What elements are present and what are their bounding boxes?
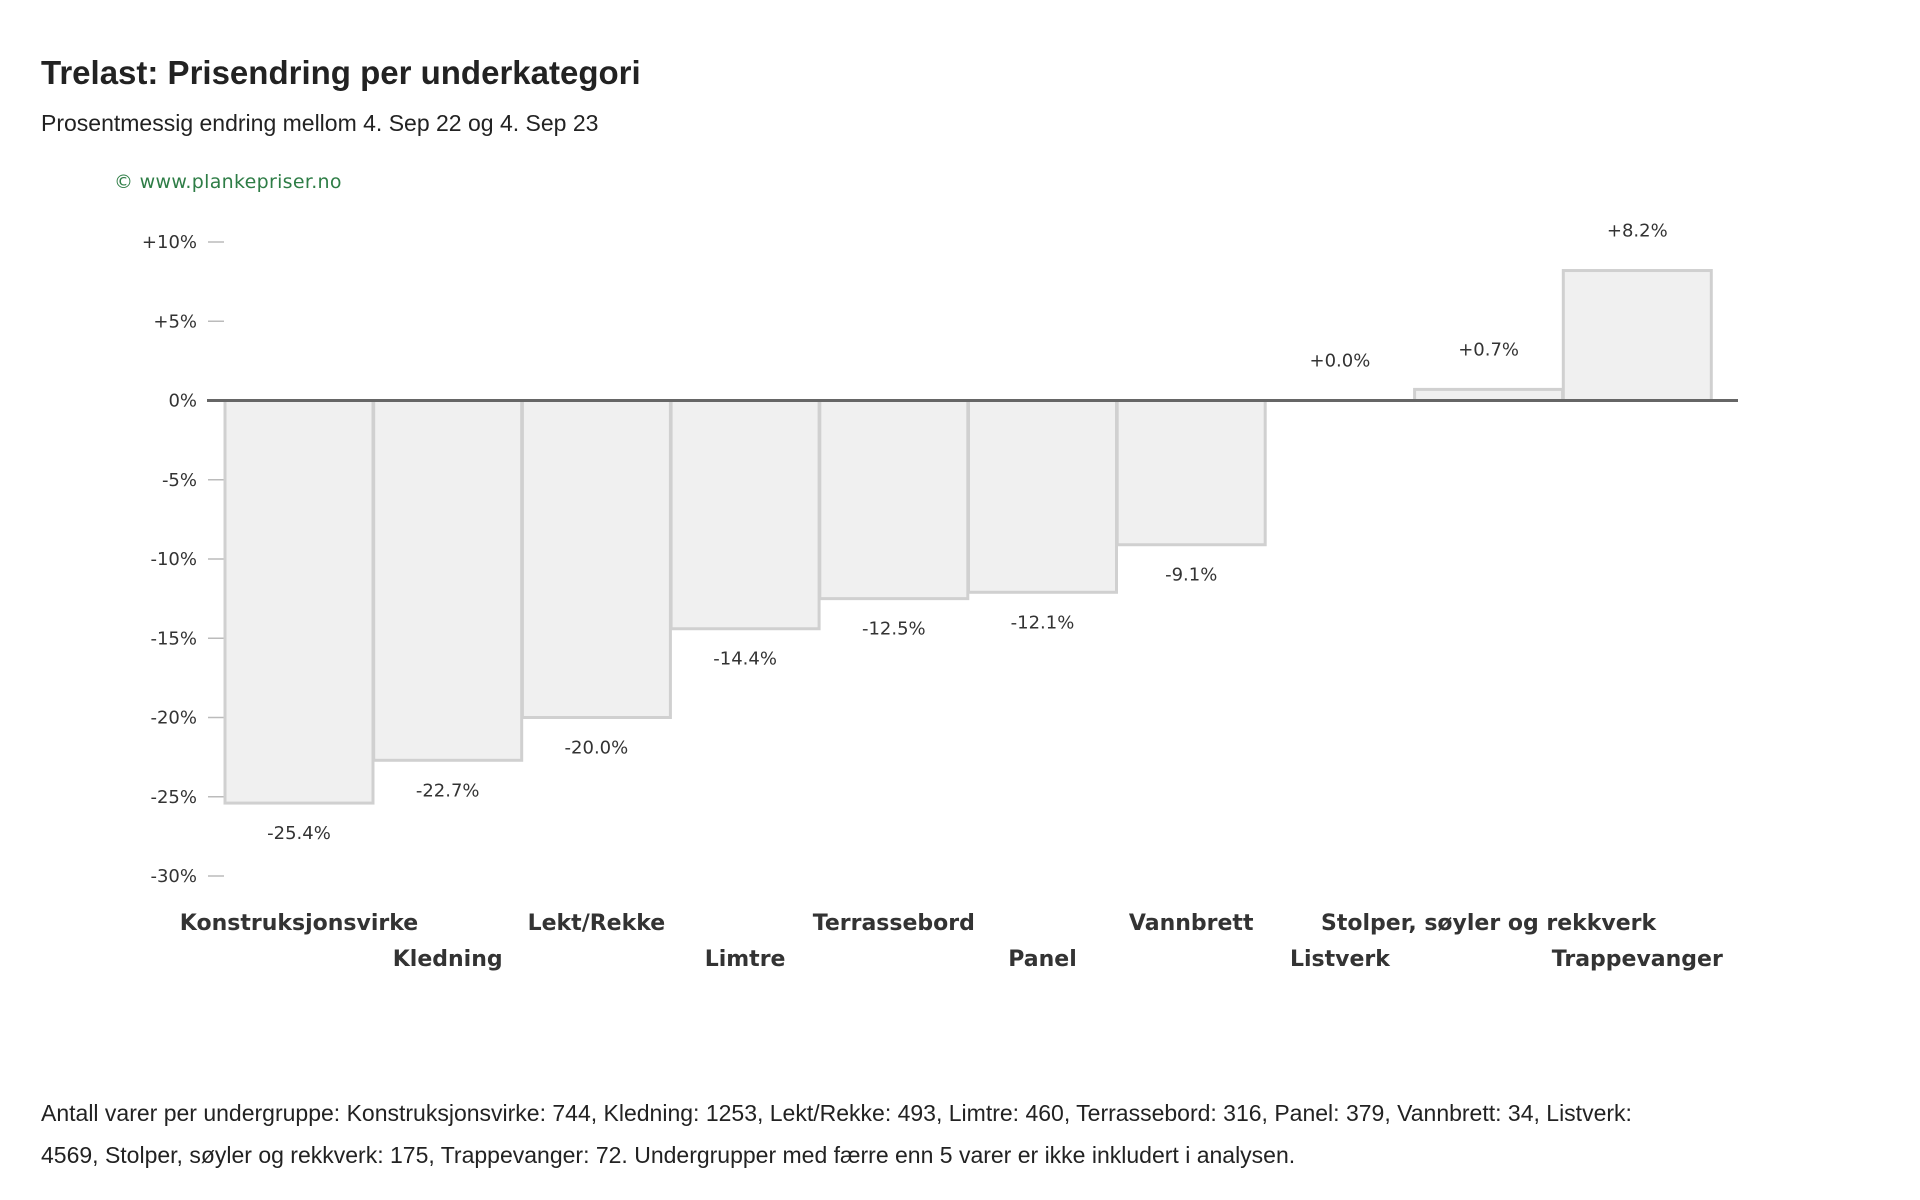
bar-value-label: -25.4%: [267, 823, 331, 844]
x-category-label: Kledning: [393, 947, 503, 972]
bar: [520, 399, 672, 719]
y-tick-label: 0%: [168, 391, 197, 412]
price-change-bar-chart: +10%+5%0%-5%-10%-15%-20%-25%-30% -25.4%-…: [142, 221, 1738, 972]
x-category-label: Konstruksjonsvirke: [180, 911, 418, 936]
bar: [1115, 399, 1267, 547]
y-tick-label: -20%: [150, 708, 197, 729]
bars-group: [207, 269, 1738, 805]
y-axis: +10% +5% 0% -5% -10% -15% -20% -25% -30%: [142, 232, 224, 887]
bar-value-label: -20.0%: [565, 738, 629, 759]
x-category-label: Limtre: [705, 947, 786, 972]
bar: [372, 399, 524, 762]
category-labels-group: Konstruksjonsvirke Kledning Lekt/Rekke Limt…: [180, 911, 1723, 972]
chart-title: Trelast: Prisendring per underkategori: [41, 54, 641, 91]
y-tick-label: +10%: [142, 232, 197, 253]
x-category-label: Listverk: [1290, 947, 1391, 972]
bar-value-label: -12.5%: [862, 619, 926, 640]
y-tick-label: -30%: [150, 866, 197, 887]
y-tick-label: -25%: [150, 787, 197, 808]
bar-value-label: +0.7%: [1458, 339, 1519, 360]
x-category-label: Terrassebord: [813, 911, 975, 936]
bar: [223, 399, 375, 805]
x-category-label: Vannbrett: [1129, 911, 1254, 936]
bar: [967, 399, 1118, 594]
y-tick-label: -10%: [150, 549, 197, 570]
bar-value-label: -22.7%: [416, 780, 480, 801]
bar-value-label: +8.2%: [1607, 221, 1668, 242]
bar: [818, 399, 970, 601]
y-tick-label: -5%: [162, 470, 197, 491]
x-category-label: Stolper, søyler og rekkverk: [1321, 911, 1658, 936]
bar: [669, 399, 821, 631]
x-category-label: Trappevanger: [1552, 947, 1723, 972]
bar-value-label: -9.1%: [1165, 565, 1217, 586]
y-tick-label: +5%: [153, 311, 197, 332]
footnote-item-counts: Antall varer per undergruppe: Konstruksj…: [41, 1100, 1632, 1168]
bar: [1413, 387, 1565, 402]
value-labels-group: -25.4% -22.7% -20.0% -14.4% -12.5% -12.1% -9.1…: [267, 221, 1668, 845]
watermark-text: © www.plankepriser.no: [114, 171, 342, 193]
bar-value-label: -14.4%: [713, 649, 777, 670]
y-tick-label: -15%: [150, 628, 197, 649]
bar-value-label: +0.0%: [1309, 351, 1370, 372]
x-category-label: Lekt/Rekke: [528, 911, 666, 936]
bar-value-label: -12.1%: [1011, 612, 1075, 633]
bar: [1561, 269, 1713, 402]
x-category-label: Panel: [1008, 947, 1077, 972]
chart-subtitle: Prosentmessig endring mellom 4. Sep 22 o…: [41, 110, 599, 136]
